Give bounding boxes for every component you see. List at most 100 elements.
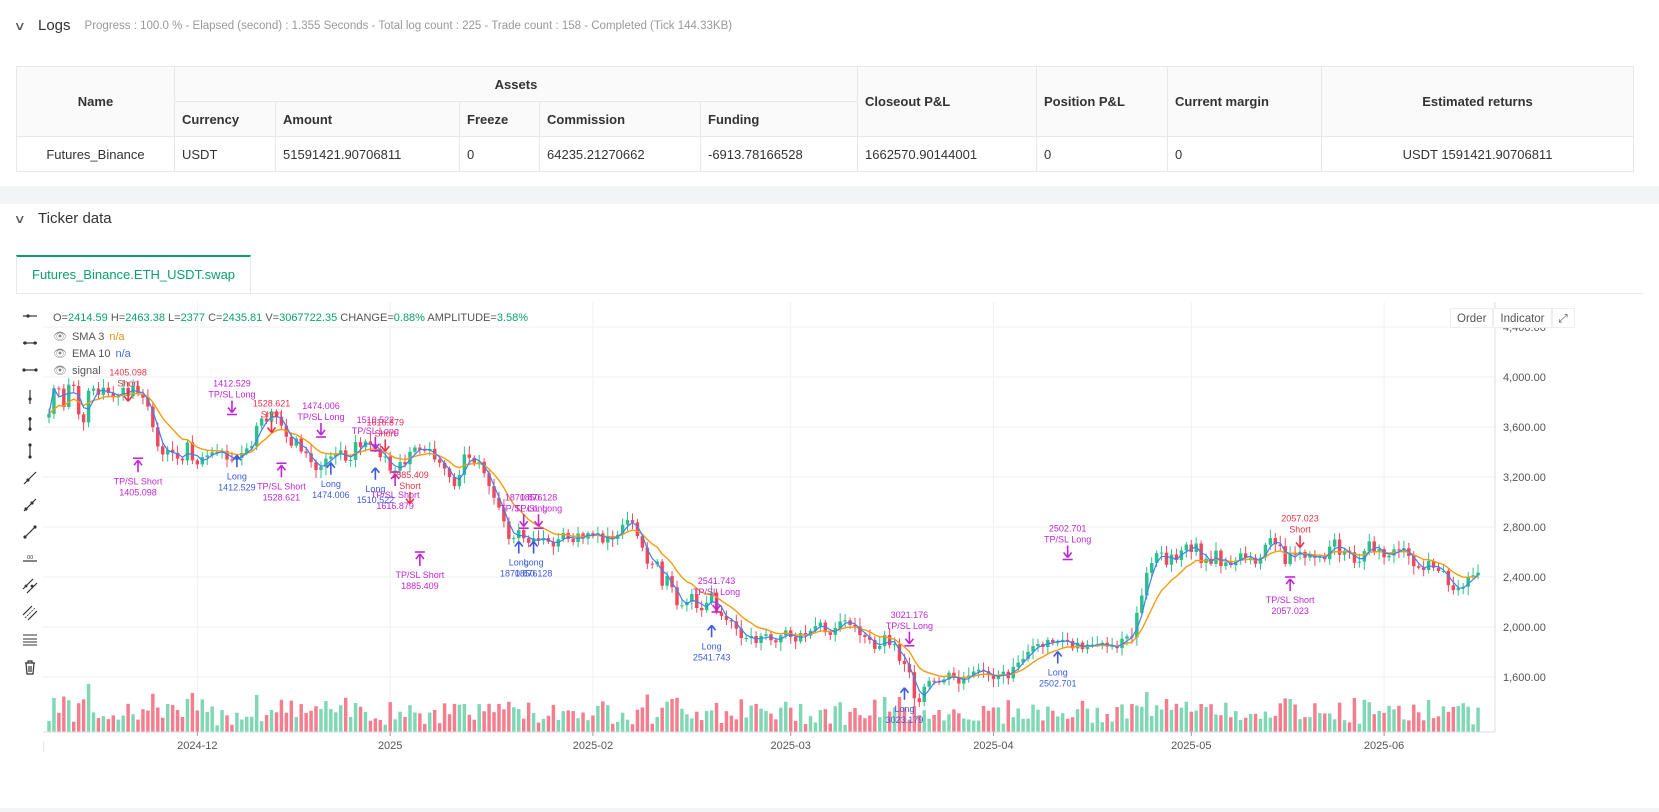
fibonacci-icon[interactable] <box>16 626 44 653</box>
volume-bar <box>1392 709 1396 732</box>
candle-body <box>319 466 323 470</box>
signal-label: TP/SL Short <box>257 481 306 491</box>
volume-bar <box>1243 717 1248 732</box>
volume-bar <box>996 707 1001 732</box>
candle-body <box>640 536 645 548</box>
up-arrow-icon <box>706 624 717 638</box>
up-arrow-icon <box>276 464 287 478</box>
fullscreen-icon[interactable]: ⤢ <box>1551 308 1575 328</box>
candle-body <box>230 459 234 461</box>
volume-bar <box>1209 704 1213 732</box>
candle-body <box>868 636 872 640</box>
candle-body <box>734 621 739 629</box>
candle-body <box>601 533 605 543</box>
eye-icon[interactable]: 👁 <box>53 331 67 343</box>
candle-body <box>1070 641 1075 649</box>
candle-body <box>151 406 155 428</box>
volume-bar <box>1140 706 1144 732</box>
legend-ema[interactable]: 👁 EMA 10 n/a <box>53 347 131 361</box>
volume-bar <box>314 706 318 732</box>
ray-line-icon[interactable] <box>16 491 44 518</box>
signal-value: Short <box>374 428 396 438</box>
x-tick-label: 2025-05 <box>1171 740 1211 752</box>
candle-body <box>279 416 284 426</box>
volume-bar <box>1169 709 1174 732</box>
volume-bar <box>981 705 986 732</box>
volume-bar <box>67 700 71 732</box>
volume-bar <box>1065 718 1070 732</box>
vertical-segment-icon[interactable] <box>16 410 44 437</box>
chevron-down-icon[interactable]: ∨ <box>13 18 26 33</box>
volume-bar <box>1041 720 1045 732</box>
volume-bar <box>1036 709 1040 732</box>
candle-body <box>398 462 402 471</box>
volume-bar <box>744 717 748 732</box>
candle-body <box>1456 588 1461 591</box>
tab-eth-usdt-swap[interactable]: Futures_Binance.ETH_USDT.swap <box>16 255 252 293</box>
candle-body <box>403 462 407 465</box>
logs-header[interactable]: ∨ Logs Progress : 100.0 % - Elapsed (sec… <box>13 17 732 34</box>
candle-body <box>793 637 798 642</box>
trend-line-icon[interactable] <box>16 464 44 491</box>
volume-bar <box>927 718 931 732</box>
candle-body <box>635 522 640 537</box>
candle-body <box>699 608 704 611</box>
candle-body <box>828 632 833 635</box>
price-channel-icon[interactable] <box>16 599 44 626</box>
candle-body <box>146 397 150 407</box>
candle-body <box>660 561 664 586</box>
volume-bar <box>165 703 170 732</box>
legend-sma[interactable]: 👁 SMA 3 n/a <box>53 330 125 344</box>
vertical-line-icon[interactable] <box>16 437 44 464</box>
vertical-ray-icon[interactable] <box>16 383 44 410</box>
down-arrow-icon <box>227 400 237 413</box>
volume-bar <box>1362 699 1367 732</box>
volume-bar <box>319 709 323 732</box>
volume-bar <box>729 715 734 732</box>
ticker-header[interactable]: ∨ Ticker data <box>13 210 112 227</box>
price-line-icon[interactable]: 00 <box>16 545 44 572</box>
horizontal-ray-icon[interactable] <box>16 302 44 329</box>
indicator-button[interactable]: Indicator <box>1493 308 1552 328</box>
legend-signal[interactable]: 👁 signal <box>53 364 101 378</box>
up-arrow-icon <box>528 541 539 554</box>
amplitude-label: AMPLITUDE= <box>427 312 497 324</box>
horizontal-line-icon[interactable] <box>16 329 44 356</box>
volume-bar <box>482 711 486 732</box>
candle-body <box>195 460 200 465</box>
chevron-down-icon[interactable]: ∨ <box>13 211 26 226</box>
col-commission: Commission <box>539 101 701 137</box>
volume-bar <box>675 697 679 732</box>
volume-bar <box>235 712 239 732</box>
tab-divider <box>16 293 1643 294</box>
ema-10-line <box>48 392 1479 679</box>
candle-body <box>487 473 491 487</box>
eye-icon[interactable]: 👁 <box>53 348 67 360</box>
candle-body <box>393 470 397 472</box>
volume-bar <box>759 708 763 732</box>
volume-bar <box>828 723 833 732</box>
eye-icon[interactable]: 👁 <box>53 365 67 377</box>
trash-icon[interactable] <box>16 653 44 680</box>
candle-body <box>774 640 778 643</box>
candle-body <box>536 538 541 541</box>
volume-bar <box>561 711 565 732</box>
horizontal-segment-icon[interactable] <box>16 356 44 383</box>
parallel-line-icon[interactable] <box>16 572 44 599</box>
candle-body <box>309 453 313 463</box>
candle-body <box>358 442 363 448</box>
order-button[interactable]: Order <box>1450 308 1494 328</box>
volume-bar <box>1263 711 1268 732</box>
candle-body <box>1421 567 1426 570</box>
volume-bar <box>1001 723 1006 732</box>
segment-line-icon[interactable] <box>16 518 44 545</box>
volume-bar <box>1154 705 1159 732</box>
signal-value: 1412.529 <box>218 482 256 492</box>
volume-bar <box>1431 718 1436 732</box>
col-position: Position P&L <box>1036 66 1168 137</box>
signal-label: Long <box>365 484 385 494</box>
volume-bar <box>813 722 818 732</box>
candle-body <box>952 672 956 678</box>
